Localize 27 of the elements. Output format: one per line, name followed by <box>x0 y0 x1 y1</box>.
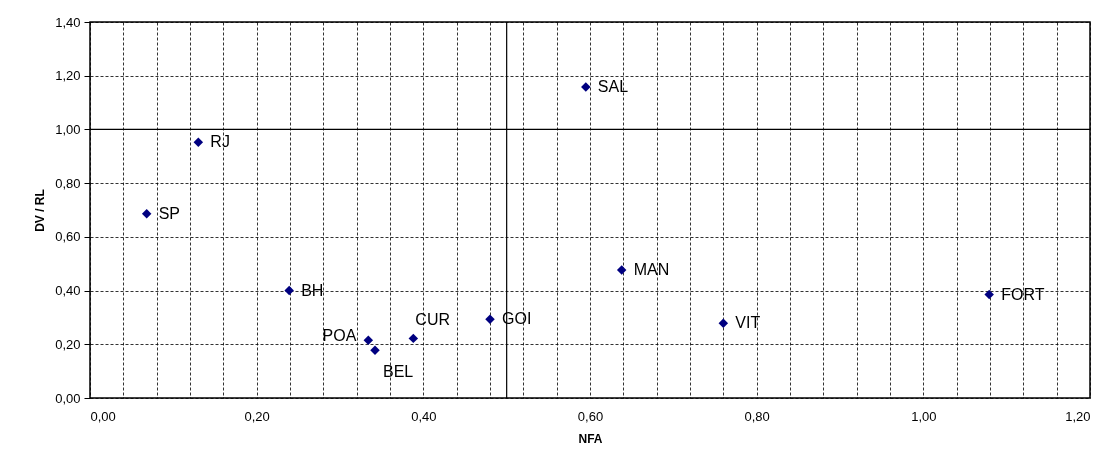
y-tick-label: 0,60 <box>55 229 81 245</box>
y-tick-label: 1,20 <box>55 68 81 84</box>
y-tick-label: 0,40 <box>55 283 81 299</box>
y-tick-label: 0,80 <box>55 175 81 191</box>
y-tick-label: 0,20 <box>55 336 81 352</box>
y-axis-title: DV / RL <box>33 189 48 232</box>
annotation: VIT <box>735 314 761 332</box>
annotation: RJ <box>210 133 230 151</box>
annotation: BEL <box>383 363 414 381</box>
annotation: BH <box>301 281 324 299</box>
annotation: MAN <box>633 260 670 278</box>
x-tick-label: 0,00 <box>90 408 116 424</box>
x-tick-label: 0,80 <box>744 408 770 424</box>
annotation: SP <box>158 204 181 222</box>
y-tick-label: 1,00 <box>55 121 81 137</box>
x-tick-label: 0,40 <box>411 408 437 424</box>
annotation: SAL <box>597 77 629 95</box>
x-tick-label: 1,20 <box>1065 408 1091 424</box>
x-tick-label: 0,20 <box>244 408 270 424</box>
annotation: CUR <box>415 311 451 329</box>
annotation: POA <box>322 327 357 345</box>
y-tick-label: 1,40 <box>55 14 81 30</box>
x-tick-label: 0,60 <box>577 408 604 424</box>
y-tick-label: 0,00 <box>55 390 81 406</box>
annotation: FORT <box>1001 285 1045 303</box>
x-axis-title: NFA <box>578 431 603 446</box>
x-tick-label: 1,00 <box>911 408 937 424</box>
